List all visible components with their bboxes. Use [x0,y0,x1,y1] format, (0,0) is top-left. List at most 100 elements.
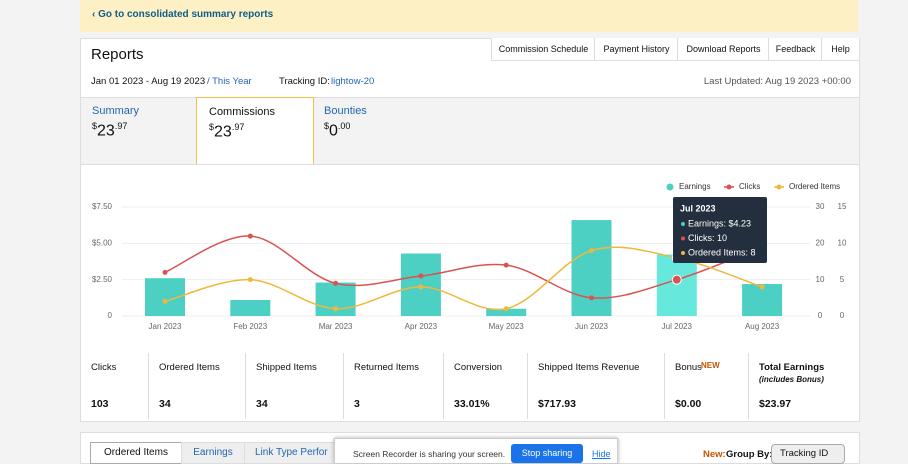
group-select[interactable]: Tracking ID [771,444,845,464]
point [503,306,509,312]
stat: Clicks 103 [80,353,149,419]
header-button[interactable]: Feedback [768,38,822,61]
stat-value: 33.01% [454,398,490,410]
last-updated: Last Updated: Aug 19 2023 +00:00 [703,76,851,87]
legend-swatch [776,184,782,190]
stat-value: $23.97 [759,398,792,410]
header-button[interactable]: Payment History [594,38,678,61]
x-tick-label: May 2023 [489,322,525,331]
point [162,298,168,304]
tab: Summary $23.97 [80,97,196,163]
tracking-label: Tracking ID: [279,76,330,87]
new-label: New: [703,449,726,460]
stat-label: Clicks [91,362,117,373]
tooltip-item: Ordered Items: 8 [688,247,756,257]
banner-link[interactable]: ‹ Go to consolidated summary reports [92,9,274,20]
tracking-id[interactable]: lightow-20 [331,76,375,87]
header-button[interactable]: Help [821,38,859,61]
header-button[interactable]: Commission Schedule [491,38,595,61]
stat-value: $717.93 [538,398,576,410]
stat-value: $0.00 [675,398,702,410]
x-tick-label: Jan 2023 [149,322,182,331]
legend-label: Earnings [679,182,711,191]
cents: .00 [337,121,351,131]
y-tick-label: $2.50 [92,275,113,284]
stat: Bonus NEW $0.00 [664,353,749,419]
currency: $ [92,121,98,131]
stat-value: 34 [256,398,268,410]
y-tick-label: $5.00 [92,238,113,247]
point [162,269,168,275]
tab: Bounties $0.00 [312,97,428,163]
tooltip-dot [681,222,685,226]
x-tick-label: Aug 2023 [745,322,780,331]
x-tick-label: Jun 2023 [575,322,608,331]
amount: 23 [97,122,115,140]
point [759,284,765,290]
stat: Conversion 33.01% [443,353,528,419]
point [589,248,594,254]
group-by: Group By: [726,449,773,460]
y-tick-label: 0 [108,311,113,320]
tab-name: Summary [92,105,140,117]
tab-value: $23.97 [209,122,244,141]
hide-link[interactable]: Hide [592,449,611,459]
tooltip-item: Clicks: 10 [688,233,727,243]
stat-label: Total Earnings [759,362,825,373]
legend-label: Clicks [739,182,760,191]
point [418,273,424,279]
bar [656,254,697,316]
y3-tick-label: 0 [840,311,845,320]
point [589,295,594,301]
x-tick-label: Feb 2023 [233,322,267,331]
point [333,306,339,312]
title: Reports [91,46,144,63]
bottom-tab[interactable]: Earnings [181,442,245,464]
recorder-bar: Screen Recorder is sharing your screen. … [334,438,618,464]
bar [486,308,527,316]
amount: 0 [329,122,338,140]
y2-tick-label: 30 [816,202,825,211]
x-tick-label: Jul 2023 [662,322,693,331]
date-range: Jan 01 2023 - Aug 19 2023 [91,76,206,87]
x-tick-label: Apr 2023 [405,322,438,331]
stat-label: Bonus [675,362,702,373]
chart: 0 $2.50 $5.00 $7.50 0 10 20 30 0 5 10 15 Jan 2023 Feb… [92,182,847,331]
header-button[interactable]: Download Reports [677,38,769,61]
stat-note: (includes Bonus) [759,375,824,384]
bottom-tab[interactable]: Ordered Items [90,442,182,464]
tab-name: Bounties [324,105,367,117]
currency: $ [324,121,330,131]
stat-value: 103 [91,398,109,410]
tab-value: $0.00 [324,121,350,140]
stat: Ordered Items 34 [148,353,246,419]
series-line [164,246,763,311]
banner: ‹ Go to consolidated summary reports [80,0,858,32]
tooltip-dot [681,251,685,255]
stat-label: Ordered Items [159,362,220,373]
y2-tick-label: 10 [816,275,825,284]
badge: NEW [701,361,720,370]
legend-swatch [666,183,674,191]
period[interactable]: / This Year [207,76,252,87]
stat-value: 34 [159,398,171,410]
y3-tick-label: 5 [840,275,845,284]
stat: Total Earnings (includes Bonus) $23.97 [748,353,860,419]
tab[interactable]: Commissions $23.97 [196,97,314,164]
recorder-text: Screen Recorder is sharing your screen. [353,449,506,459]
amount: 23 [214,123,232,141]
stop-button[interactable]: Stop sharing [511,444,583,463]
cents: .97 [231,122,245,132]
y2-tick-label: 0 [818,311,823,320]
bottom-tab[interactable]: Link Type Perfor [244,442,348,464]
legend-label: Ordered Items [789,182,840,191]
stat-label: Shipped Items [256,362,317,373]
point [247,233,253,239]
point [418,284,424,290]
stat-label: Conversion [454,362,503,373]
stat-label: Returned Items [354,362,419,373]
y3-tick-label: 15 [838,202,847,211]
point [671,274,682,285]
bar [230,300,271,316]
